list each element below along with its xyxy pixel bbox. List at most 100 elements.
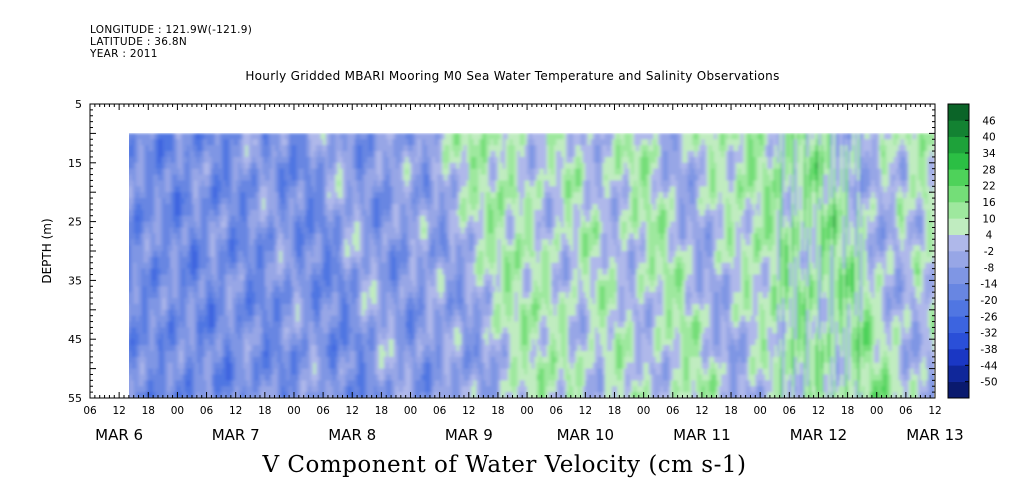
heatmap-cell [145, 392, 149, 398]
heatmap-cell [167, 233, 171, 240]
heatmap-cell [140, 327, 145, 334]
heatmap-cell [162, 151, 166, 158]
heatmap-cell [165, 168, 169, 176]
heatmap-cell [160, 262, 164, 270]
heatmap-cell [162, 251, 166, 258]
heatmap-cell [160, 239, 164, 246]
heatmap-cell [140, 239, 145, 246]
heatmap-cell [138, 268, 142, 276]
heatmap-cell [165, 362, 169, 370]
heatmap-cell [172, 251, 176, 258]
heatmap-cell [150, 215, 154, 223]
heatmap-cell [131, 262, 135, 270]
heatmap-cell [165, 233, 169, 240]
heatmap-cell [165, 321, 169, 329]
heatmap-cell [157, 156, 162, 164]
heatmap-cell [150, 221, 154, 229]
heatmap-cell [157, 145, 162, 152]
heatmap-cell [150, 168, 154, 176]
heatmap-cell [140, 315, 145, 323]
heatmap-cell [157, 280, 162, 287]
heatmap-cell [155, 292, 159, 299]
heatmap-cell [140, 292, 145, 299]
heatmap-cell [140, 368, 145, 376]
heatmap-cell [138, 245, 142, 252]
heatmap-cell [143, 274, 147, 281]
heatmap-cell [133, 392, 137, 398]
heatmap-cell [140, 133, 145, 140]
heatmap-cell [165, 280, 169, 287]
heatmap-cell [150, 227, 154, 234]
heatmap-cell [143, 345, 147, 352]
heatmap-cell [140, 309, 145, 317]
heatmap-cell [172, 321, 176, 329]
heatmap-cell [143, 221, 147, 229]
heatmap-cell [172, 386, 176, 393]
heatmap-cell [129, 156, 132, 164]
heatmap-cell [167, 315, 171, 323]
heatmap-cell [167, 245, 171, 252]
heatmap-cell [148, 245, 152, 252]
heatmap-cell [157, 356, 162, 364]
heatmap-cell [165, 356, 169, 364]
heatmap-cell [153, 392, 157, 398]
heatmap-cell [167, 156, 171, 164]
heatmap-cell [133, 186, 137, 193]
heatmap-cell [136, 139, 140, 146]
heatmap-cell [155, 162, 159, 170]
heatmap-cell [150, 303, 154, 311]
heatmap-cell [160, 268, 164, 276]
heatmap-cell [140, 162, 145, 170]
heatmap-cell [153, 315, 157, 323]
heatmap-cell [167, 192, 171, 199]
heatmap-cell [143, 203, 147, 211]
heatmap-cell [136, 298, 140, 305]
heatmap-cell [150, 198, 154, 205]
heatmap-cell [138, 321, 142, 329]
heatmap-cell [129, 162, 132, 170]
heatmap-cell [136, 168, 140, 176]
heatmap-cell [148, 221, 152, 229]
heatmap-cell [162, 239, 166, 246]
heatmap-cell [153, 268, 157, 276]
heatmap-cell [143, 256, 147, 264]
heatmap-cell [145, 286, 149, 293]
heatmap-cell [140, 268, 145, 276]
heatmap-cell [148, 339, 152, 346]
heatmap-cell [140, 180, 145, 187]
heatmap-cell [133, 139, 137, 146]
heatmap-cell [138, 262, 142, 270]
heatmap-cell [148, 303, 152, 311]
heatmap-cell [133, 268, 137, 276]
heatmap-cell [136, 209, 140, 217]
heatmap-cell [153, 221, 157, 229]
heatmap-cell [165, 180, 169, 187]
heatmap-cell [150, 145, 154, 152]
heatmap-cell [129, 233, 132, 240]
heatmap-cell [172, 374, 176, 381]
heatmap-cell [165, 174, 169, 182]
heatmap-cell [136, 333, 140, 340]
heatmap-cell [157, 315, 162, 323]
heatmap-cell [153, 251, 157, 258]
heatmap-cell [167, 203, 171, 211]
heatmap-cell [138, 209, 142, 217]
heatmap-cell [136, 374, 140, 381]
heatmap-cell [165, 374, 169, 381]
heatmap-cell [155, 345, 159, 352]
heatmap-cell [172, 186, 176, 193]
heatmap-cell [145, 262, 149, 270]
heatmap-cell [162, 350, 166, 358]
heatmap-cell [136, 256, 140, 264]
heatmap-cell [153, 203, 157, 211]
heatmap-cell [150, 286, 154, 293]
heatmap-cell [157, 327, 162, 334]
heatmap-cell [172, 345, 176, 352]
heatmap-cell [143, 180, 147, 187]
heatmap-cell [145, 251, 149, 258]
heatmap-cell [131, 215, 135, 223]
heatmap-cell [170, 315, 174, 323]
heatmap-cell [148, 215, 152, 223]
heatmap-cell [167, 133, 171, 140]
